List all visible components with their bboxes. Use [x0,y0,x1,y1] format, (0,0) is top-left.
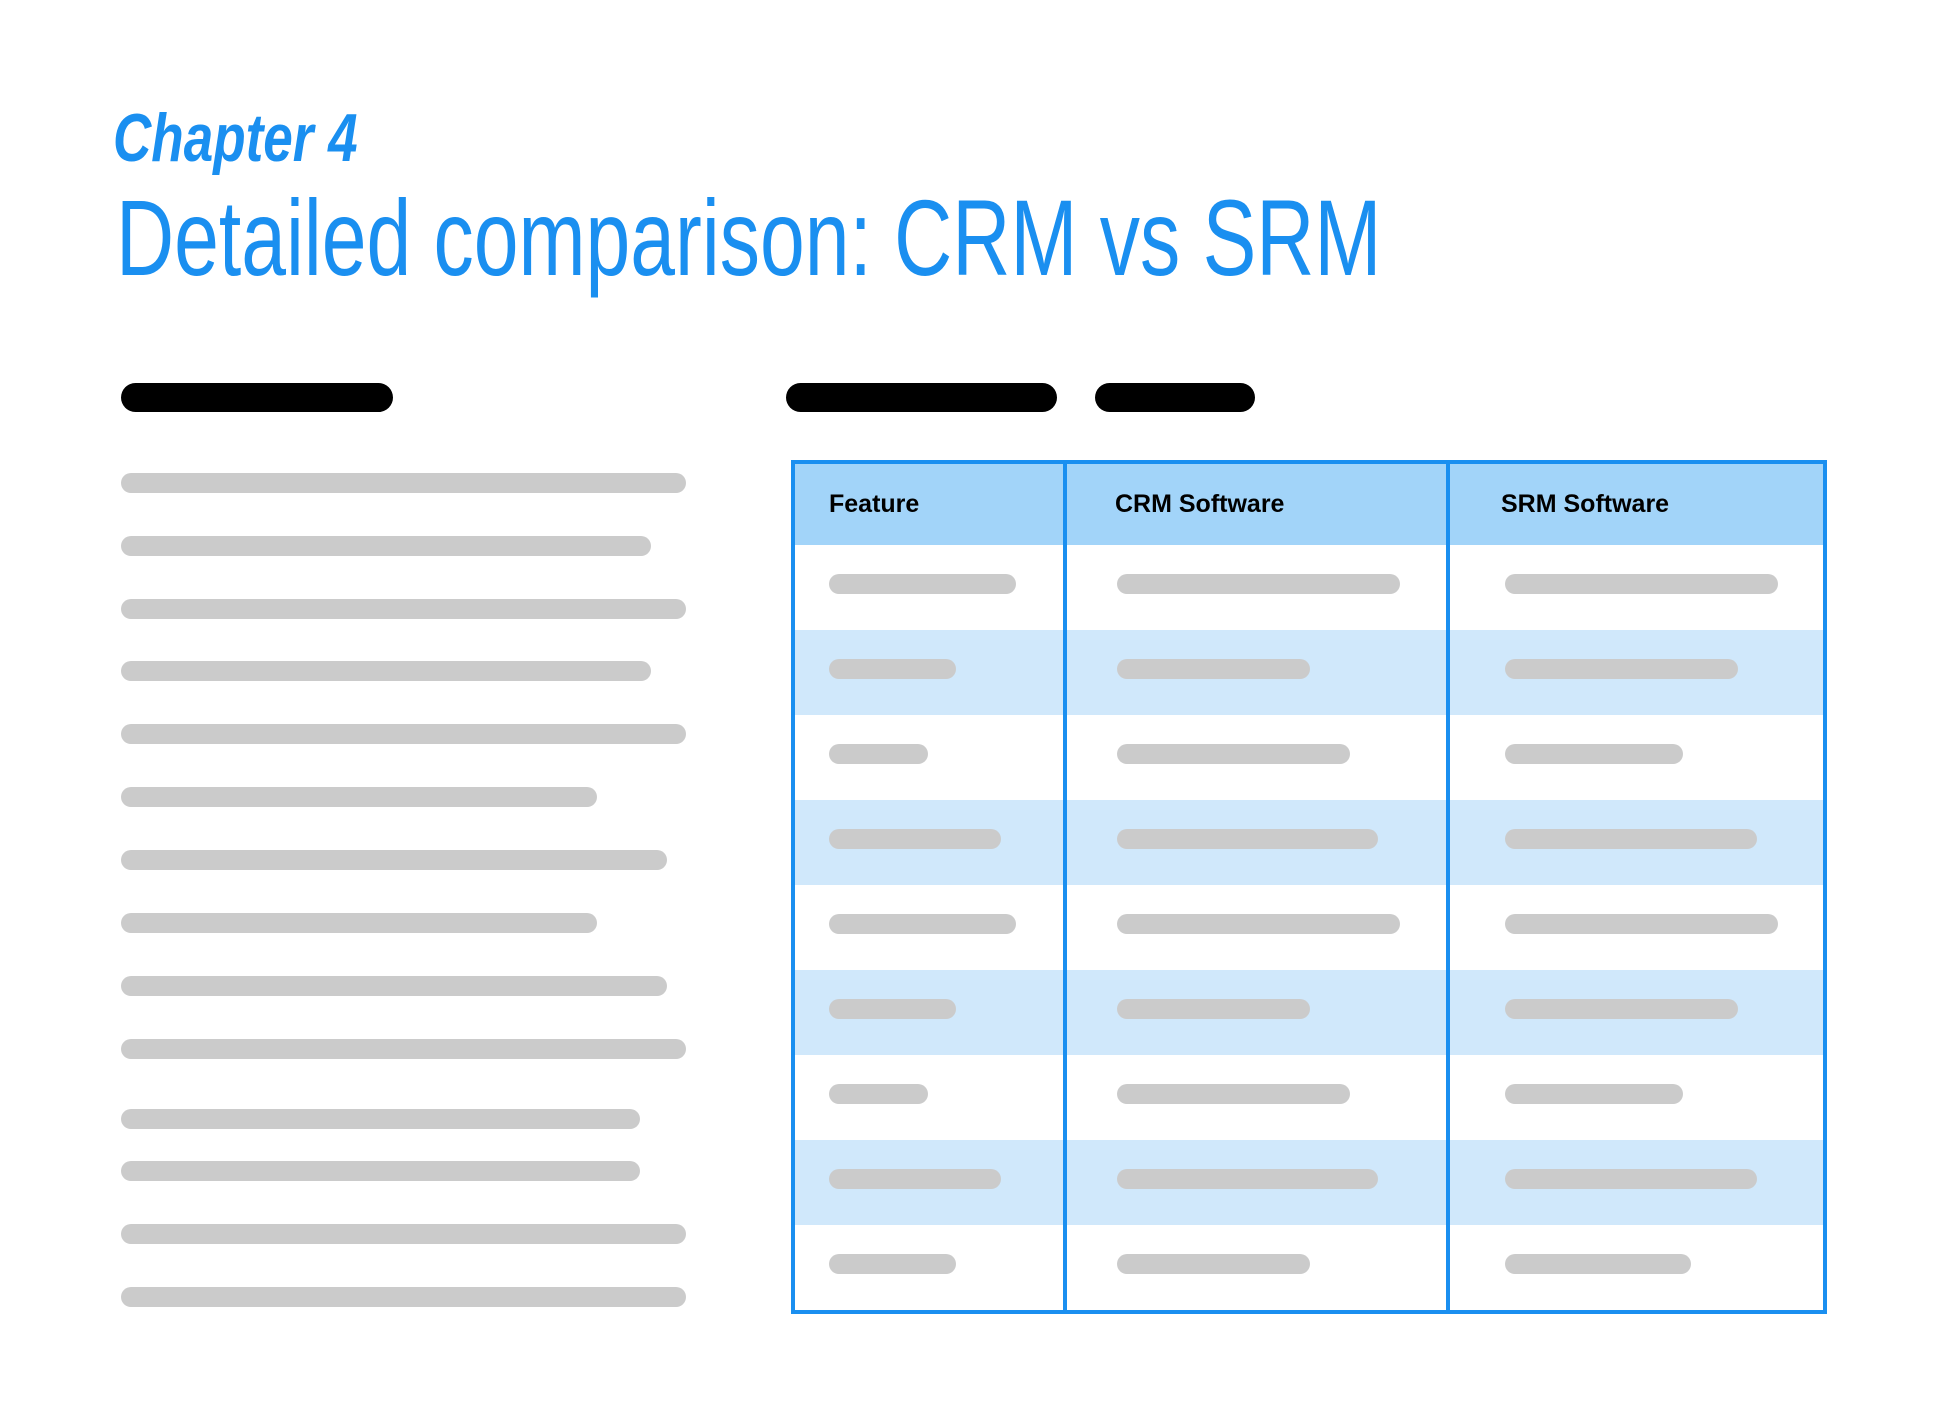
table-header-row: Feature CRM Software SRM Software [795,464,1823,545]
text-line-placeholder [121,661,651,681]
text-line-placeholder [121,1039,686,1059]
crm-cell-placeholder [1117,999,1310,1019]
text-line-placeholder [121,1287,686,1307]
srm-cell-placeholder [1505,999,1738,1019]
feature-cell-placeholder [829,659,956,679]
crm-cell-placeholder [1117,659,1310,679]
feature-cell-placeholder [829,1169,1001,1189]
text-line-placeholder [121,1224,686,1244]
feature-cell-placeholder [829,914,1016,934]
crm-cell-placeholder [1117,1084,1350,1104]
feature-cell-placeholder [829,829,1001,849]
left-section-heading-placeholder [121,383,393,412]
comparison-table: Feature CRM Software SRM Software [791,460,1827,1314]
table-row [795,1055,1823,1140]
table-section-heading-placeholder-1 [786,383,1057,412]
text-line-placeholder [121,1109,640,1129]
table-section-heading-placeholder-2 [1095,383,1255,412]
srm-cell-placeholder [1505,914,1778,934]
chapter-label: Chapter 4 [113,100,358,176]
crm-cell-placeholder [1117,829,1378,849]
column-header-feature: Feature [829,490,920,518]
table-row [795,630,1823,715]
text-line-placeholder [121,913,597,933]
column-header-crm-software: CRM Software [1115,490,1285,518]
crm-cell-placeholder [1117,574,1400,594]
srm-cell-placeholder [1505,659,1738,679]
table-row [795,1225,1823,1310]
feature-cell-placeholder [829,1254,956,1274]
srm-cell-placeholder [1505,744,1683,764]
column-divider-2 [1446,464,1450,1310]
table-row [795,715,1823,800]
text-line-placeholder [121,599,686,619]
text-line-placeholder [121,536,651,556]
srm-cell-placeholder [1505,1169,1757,1189]
table-row [795,800,1823,885]
table-row [795,545,1823,630]
table-row [795,1140,1823,1225]
feature-cell-placeholder [829,1084,928,1104]
feature-cell-placeholder [829,574,1016,594]
crm-cell-placeholder [1117,1169,1378,1189]
table-row [795,885,1823,970]
srm-cell-placeholder [1505,574,1778,594]
text-line-placeholder [121,850,667,870]
text-line-placeholder [121,787,597,807]
crm-cell-placeholder [1117,744,1350,764]
text-line-placeholder [121,976,667,996]
srm-cell-placeholder [1505,829,1757,849]
text-line-placeholder [121,1161,640,1181]
srm-cell-placeholder [1505,1084,1683,1104]
page-title: Detailed comparison: CRM vs SRM [116,177,1382,298]
column-divider-1 [1063,464,1067,1310]
feature-cell-placeholder [829,744,928,764]
text-line-placeholder [121,473,686,493]
feature-cell-placeholder [829,999,956,1019]
srm-cell-placeholder [1505,1254,1691,1274]
table-row [795,970,1823,1055]
column-header-srm-software: SRM Software [1501,490,1670,518]
crm-cell-placeholder [1117,1254,1310,1274]
text-line-placeholder [121,724,686,744]
crm-cell-placeholder [1117,914,1400,934]
